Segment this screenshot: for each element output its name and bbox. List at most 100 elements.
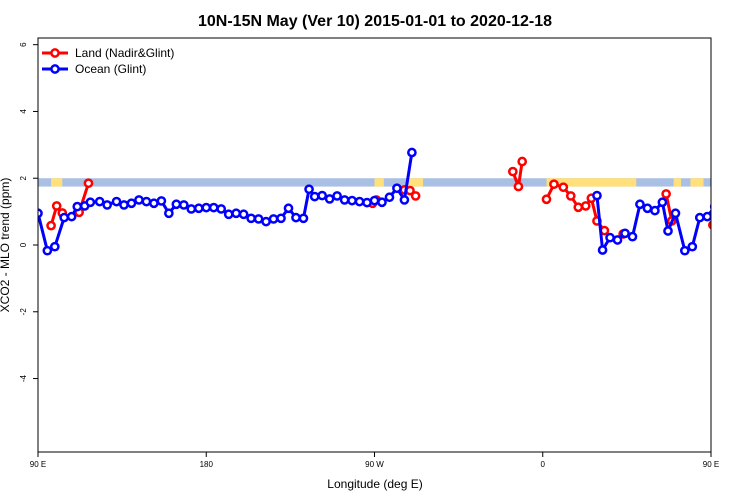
data-point [650, 205, 660, 216]
x-axis: 90 E 180 90 W 0 90 E [30, 452, 719, 469]
y-tick-label: -4 [19, 374, 28, 382]
data-point [223, 209, 234, 220]
data-point [541, 194, 552, 205]
data-point [739, 201, 746, 208]
legend-item-land: Land (Nadir&Glint) [42, 46, 174, 60]
data-point [354, 196, 365, 207]
data-point [102, 200, 113, 210]
data-point [332, 191, 342, 201]
data-point [592, 190, 602, 201]
chart-title: 10N-15N May (Ver 10) 2015-01-01 to 2020-… [198, 13, 552, 30]
data-point [717, 202, 724, 209]
legend-item-ocean: Ocean (Glint) [42, 62, 146, 76]
data-point [507, 166, 518, 177]
data-point [620, 228, 630, 239]
data-point [171, 199, 182, 210]
data-point [597, 245, 608, 255]
data-point [708, 220, 711, 230]
data-point [141, 196, 152, 207]
data-point [687, 241, 698, 252]
data-point [309, 191, 320, 202]
data-point [605, 232, 615, 243]
y-tick-label: 0 [19, 242, 28, 247]
data-point [59, 212, 70, 223]
series-line [745, 183, 750, 212]
y-tick-label: 6 [19, 42, 28, 47]
data-point [747, 198, 750, 205]
data-point [291, 212, 301, 223]
data-point [612, 235, 623, 245]
data-point [369, 195, 380, 206]
land-mask-patch [546, 178, 637, 187]
data-point [679, 245, 690, 256]
data-point [694, 212, 705, 223]
x-tick-label: 180 [200, 460, 214, 469]
data-point [317, 190, 328, 201]
data-point [642, 203, 653, 214]
data-point [399, 195, 410, 205]
data-point [94, 196, 105, 207]
y-tick-label: 2 [19, 175, 28, 180]
plot-area [38, 147, 750, 256]
data-point [42, 245, 53, 256]
data-point [238, 209, 249, 220]
series-line [713, 206, 728, 225]
data-point [186, 204, 197, 214]
data-point [384, 192, 395, 203]
data-point [268, 214, 279, 224]
data-point [513, 181, 524, 192]
legend-label-land: Land (Nadir&Glint) [75, 46, 174, 60]
land-mask-patch [406, 178, 424, 187]
data-point [580, 201, 591, 211]
data-point [156, 196, 167, 206]
data-point [324, 194, 335, 204]
data-point [231, 208, 242, 219]
y-axis: -4 -2 0 2 4 6 [19, 42, 38, 382]
data-point [407, 147, 417, 158]
data-point [549, 179, 559, 190]
series-land [46, 156, 750, 239]
data-point [724, 199, 731, 206]
y-tick-label: 4 [19, 109, 28, 114]
y-axis-label: XCO2 - MLO trend (ppm) [0, 178, 12, 313]
data-point [635, 199, 645, 210]
data-point [339, 195, 350, 205]
data-point [304, 184, 314, 195]
data-point [724, 209, 731, 216]
legend-label-ocean: Ocean (Glint) [75, 62, 146, 76]
data-point [362, 197, 372, 208]
series-ocean [38, 147, 750, 256]
data-point [657, 197, 668, 208]
y-tick-label: -2 [19, 308, 28, 316]
data-point [377, 197, 387, 208]
data-point [276, 213, 286, 224]
data-point [178, 200, 189, 210]
series-layer [38, 147, 750, 256]
data-point [558, 182, 569, 193]
data-point [573, 202, 584, 213]
data-point [298, 213, 309, 224]
data-point [283, 203, 294, 214]
data-point [193, 203, 204, 214]
data-point [216, 204, 227, 214]
data-point [627, 231, 638, 242]
data-point [709, 203, 711, 210]
data-point [66, 211, 77, 222]
data-point [732, 198, 739, 205]
data-point [661, 189, 671, 199]
x-tick-label: 90 E [30, 460, 46, 469]
data-point [246, 213, 256, 224]
data-point [201, 202, 212, 213]
data-point [164, 208, 174, 219]
data-point [253, 214, 264, 224]
data-point [517, 156, 528, 167]
data-point [670, 208, 681, 219]
land-mask-patch [673, 178, 682, 187]
data-point [83, 178, 94, 189]
data-point [46, 220, 56, 231]
data-point [663, 226, 673, 236]
x-tick-label: 90 W [365, 460, 384, 469]
data-point [208, 202, 219, 213]
plot-frame [37, 37, 712, 453]
